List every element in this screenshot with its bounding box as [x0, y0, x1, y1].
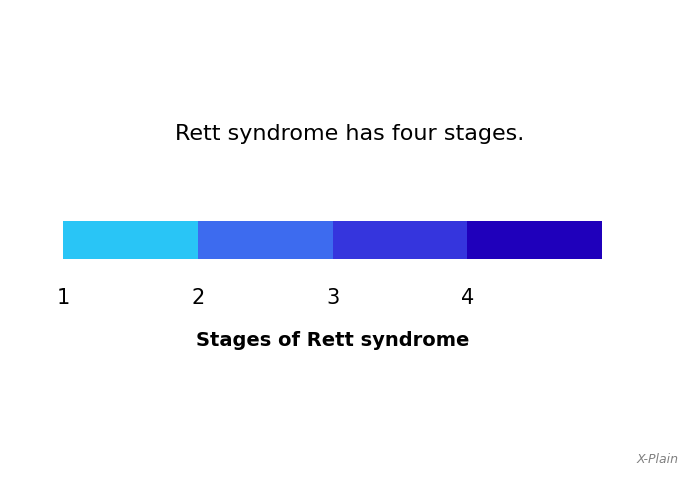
Text: 3: 3 — [326, 288, 339, 308]
Text: 1: 1 — [57, 288, 69, 308]
Text: Rett syndrome has four stages.: Rett syndrome has four stages. — [176, 124, 524, 144]
Bar — [468, 221, 602, 259]
Text: 4: 4 — [461, 288, 474, 308]
Text: 2: 2 — [191, 288, 204, 308]
Text: Stages of Rett syndrome: Stages of Rett syndrome — [196, 331, 469, 350]
Bar — [63, 221, 197, 259]
Bar — [197, 221, 332, 259]
Bar — [332, 221, 468, 259]
Text: X-Plain: X-Plain — [637, 453, 679, 466]
